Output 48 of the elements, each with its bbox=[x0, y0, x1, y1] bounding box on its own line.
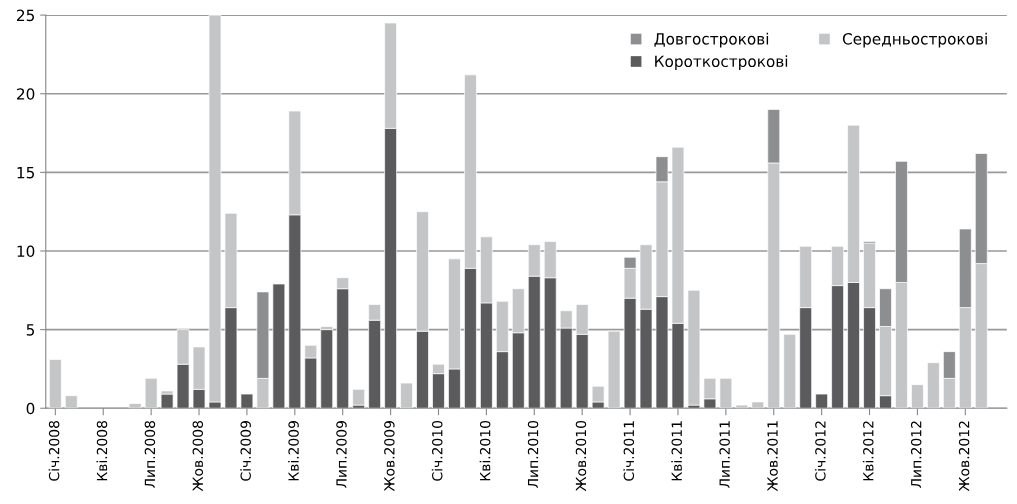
bar bbox=[687, 289, 701, 406]
bar bbox=[272, 283, 286, 409]
x-tick-label: Лип.2012 bbox=[910, 421, 922, 488]
bar bbox=[240, 393, 254, 409]
x-tick-label: Кві.2011 bbox=[671, 421, 682, 481]
x-tick-label: Січ.2012 bbox=[814, 421, 826, 481]
x-tick-label: Жов.2011 bbox=[767, 421, 778, 492]
x-tick-label: Січ.2008 bbox=[48, 421, 60, 481]
y-tick-label: 5 bbox=[26, 324, 35, 336]
x-tick-label: Жов.2012 bbox=[958, 421, 970, 492]
bar bbox=[751, 401, 765, 409]
x-tick-label: Жов.2009 bbox=[384, 421, 395, 492]
bar bbox=[719, 378, 733, 409]
y-tick-label: 20 bbox=[17, 88, 35, 100]
legend-label: Короткострокові bbox=[655, 55, 788, 71]
x-tick-label: Кві.2009 bbox=[288, 421, 299, 481]
x-tick-label: Січ.2011 bbox=[623, 421, 635, 481]
bar bbox=[128, 403, 142, 409]
bar bbox=[352, 389, 366, 406]
y-tick-label: 0 bbox=[26, 402, 35, 415]
x-tick-label: Лип.2011 bbox=[719, 421, 730, 488]
bar bbox=[144, 378, 158, 409]
bar bbox=[64, 395, 78, 409]
bar bbox=[49, 359, 62, 409]
y-tick-label: 15 bbox=[17, 167, 35, 179]
bar bbox=[320, 329, 334, 409]
x-tick-label: Кві.2010 bbox=[479, 420, 491, 481]
legend-label: Довгострокові bbox=[654, 32, 769, 48]
x-tick-label: Жов.2008 bbox=[192, 421, 204, 492]
legend-label: Середньострокові bbox=[842, 32, 987, 48]
bar bbox=[783, 333, 797, 409]
x-tick-label: Кві.2008 bbox=[96, 421, 108, 481]
x-tick-label: Жов.2010 bbox=[575, 420, 587, 492]
x-tick-label: Лип.2009 bbox=[336, 421, 347, 488]
x-tick-label: Кві.2012 bbox=[862, 421, 874, 481]
bar bbox=[400, 382, 413, 409]
bar bbox=[607, 330, 621, 409]
bar bbox=[735, 404, 749, 409]
x-tick-label: Лип.2008 bbox=[144, 421, 156, 488]
bar bbox=[911, 384, 924, 409]
y-tick-label: 25 bbox=[17, 9, 35, 22]
y-tick-label: 10 bbox=[17, 245, 35, 258]
x-tick-label: Січ.2010 bbox=[431, 420, 443, 481]
bar bbox=[160, 393, 174, 409]
x-tick-label: Січ.2009 bbox=[240, 421, 251, 481]
x-tick-label: Лип.2010 bbox=[527, 420, 539, 488]
bar bbox=[927, 362, 940, 409]
bar bbox=[815, 393, 828, 409]
